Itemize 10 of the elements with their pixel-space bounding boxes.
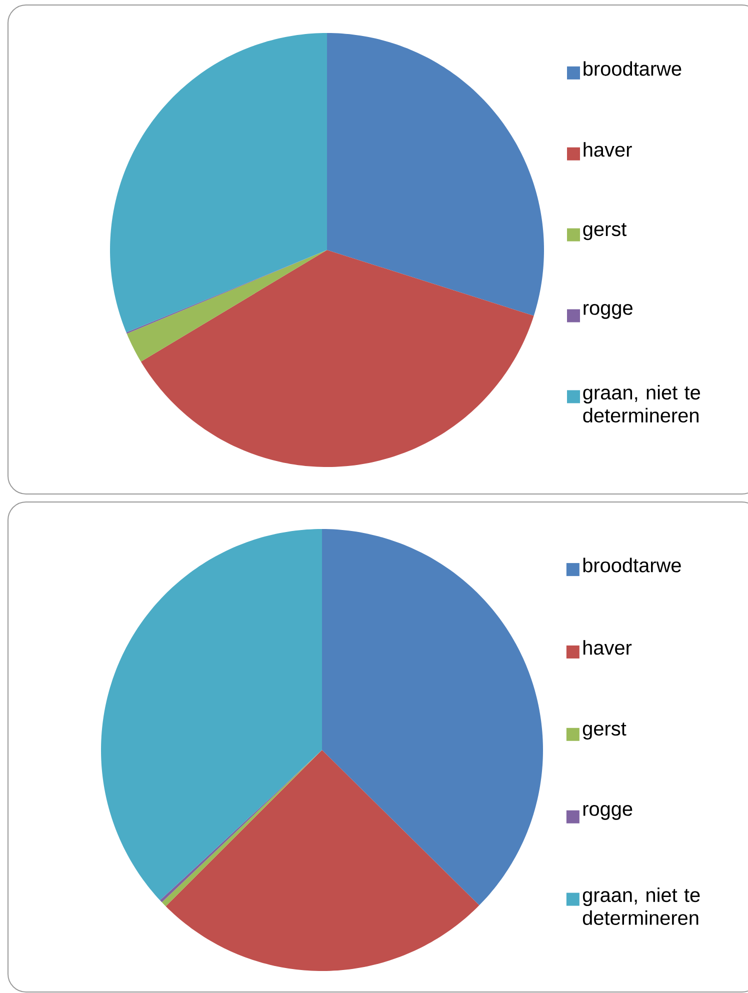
legend-label: broodtarwe: [584, 61, 682, 76]
legend-label: haver: [584, 142, 632, 157]
legend-label: broodtarwe: [583, 558, 681, 572]
legend-label: gerst: [583, 223, 627, 240]
legend-label: rogge: [584, 304, 632, 319]
legend-label: graan, niet te determineren: [582, 887, 700, 925]
legend-label: graan, niet te determineren: [583, 384, 700, 423]
legend-label: rogge: [583, 805, 632, 820]
legend-label: haver: [583, 640, 632, 655]
legend-label: gerst: [582, 722, 626, 740]
